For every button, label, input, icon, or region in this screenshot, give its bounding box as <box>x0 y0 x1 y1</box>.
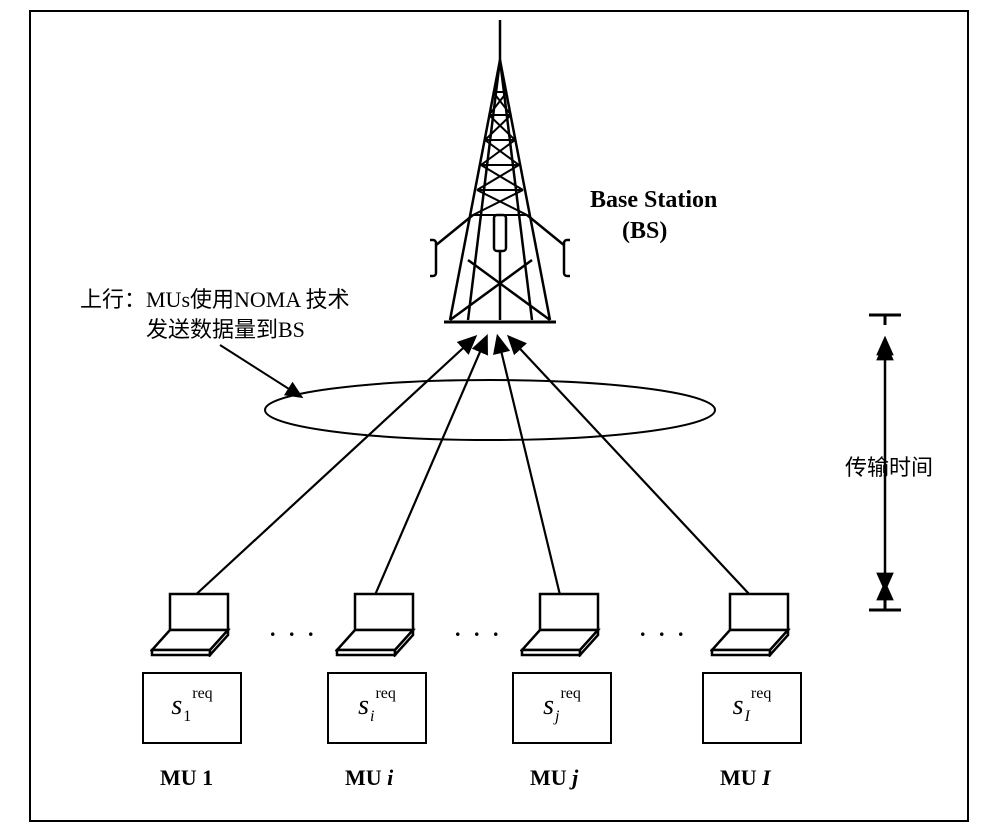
laptop-icon-muj <box>520 592 605 657</box>
req-box-muj: sjreq <box>512 672 612 744</box>
uplink-line2: 发送数据量到BS <box>80 317 305 342</box>
mu-label-j: MU j <box>530 765 578 791</box>
req-label-mu1: s1req <box>171 690 212 726</box>
diagram-stage: Base Station (BS) 上行：MUs使用NOMA 技术 发送数据量到… <box>0 0 1000 831</box>
uplink-pointer-arrow <box>220 345 300 396</box>
base-station-tower-icon <box>430 20 570 340</box>
laptop-icon-muI <box>710 592 795 657</box>
ellipsis-2: . . . <box>455 616 503 642</box>
uplink-arrow-muI <box>510 338 750 595</box>
base-station-label: Base Station (BS) <box>590 185 717 247</box>
ellipsis-1: . . . <box>270 616 318 642</box>
req-box-mu1: s1req <box>142 672 242 744</box>
bs-label-line2: (BS) <box>590 218 667 244</box>
uplink-arrow-mui <box>375 338 486 595</box>
req-box-muI: sIreq <box>702 672 802 744</box>
uplink-arrow-mu1 <box>190 338 474 600</box>
req-box-mui: sireq <box>327 672 427 744</box>
req-label-muj: sjreq <box>543 690 581 726</box>
bs-label-line1: Base Station <box>590 187 717 213</box>
req-label-mui: sireq <box>358 690 396 726</box>
mu-label-i: MU i <box>345 765 393 791</box>
ellipsis-3: . . . <box>640 616 688 642</box>
laptop-icon-mui <box>335 592 420 657</box>
mu-label-1: MU 1 <box>160 765 213 791</box>
laptop-icon-mu1 <box>150 592 235 657</box>
uplink-annotation: 上行：MUs使用NOMA 技术 发送数据量到BS <box>80 285 350 344</box>
mu-label-I: MU I <box>720 765 771 791</box>
uplink-line1: 上行：MUs使用NOMA 技术 <box>80 287 350 312</box>
req-label-muI: sIreq <box>733 690 772 726</box>
uplink-arrow-muj <box>498 338 560 595</box>
cell-ellipse <box>265 380 715 440</box>
transmission-time-label: 传输时间 <box>845 450 933 482</box>
